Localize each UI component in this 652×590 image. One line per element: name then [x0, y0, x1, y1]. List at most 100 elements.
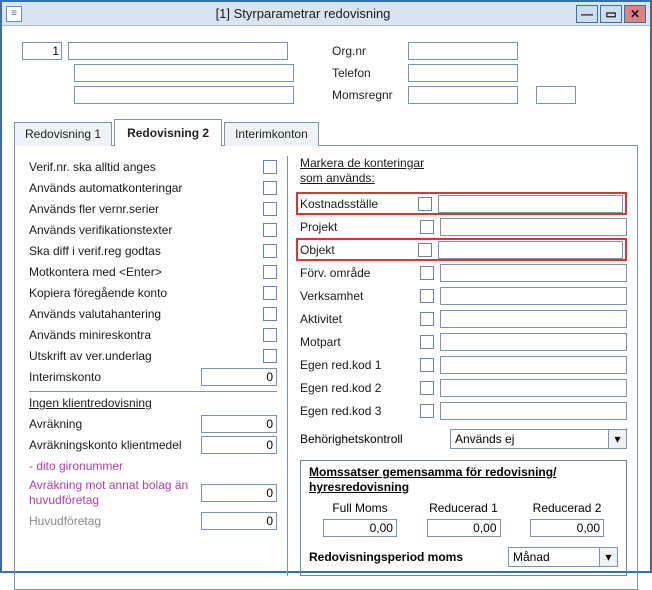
maximize-button[interactable]: ▭	[600, 5, 622, 23]
kostnadsstalle-checkbox[interactable]	[418, 197, 432, 211]
opt-flerserier-checkbox[interactable]	[263, 202, 277, 216]
momssatser-title: Momssatser gemensamma för redovisning/hy…	[309, 465, 618, 495]
konteringar-heading: Markera de konteringarsom används:	[300, 156, 627, 186]
telefon-input[interactable]	[408, 64, 518, 82]
opt-motkontera-label: Motkontera med <Enter>	[29, 265, 263, 279]
forvomrade-label: Förv. område	[300, 266, 420, 280]
opt-flerserier-label: Används fler vernr.serier	[29, 202, 263, 216]
opt-verifnr-label: Verif.nr. ska alltid anges	[29, 160, 263, 174]
momssatser-group: Momssatser gemensamma för redovisning/hy…	[300, 460, 627, 576]
egenkod1-input[interactable]	[440, 356, 627, 374]
momsreg-label: Momsregnr	[332, 88, 402, 102]
kostnadsstalle-label: Kostnadsställe	[300, 197, 418, 211]
tab-redovisning-2[interactable]: Redovisning 2	[114, 119, 222, 146]
reducerad1-input[interactable]	[427, 519, 501, 537]
company-line3-input[interactable]	[74, 86, 294, 104]
avrakning-annat-bolag-input[interactable]	[201, 484, 277, 502]
opt-valuta-label: Används valutahantering	[29, 307, 263, 321]
momsreg-input[interactable]	[408, 86, 518, 104]
opt-utskrift-checkbox[interactable]	[263, 349, 277, 363]
verksamhet-checkbox[interactable]	[420, 289, 434, 303]
avrakning-label: Avräkning	[29, 417, 201, 431]
momsreg-input-2[interactable]	[536, 86, 576, 104]
egenkod1-label: Egen red.kod 1	[300, 358, 420, 372]
redovisningsperiod-combo-button[interactable]: ▾	[600, 547, 618, 567]
close-button[interactable]: ✕	[624, 5, 646, 23]
opt-utskrift-label: Utskrift av ver.underlag	[29, 349, 263, 363]
opt-motkontera-checkbox[interactable]	[263, 265, 277, 279]
aktivitet-label: Aktivitet	[300, 312, 420, 326]
objekt-checkbox[interactable]	[418, 243, 432, 257]
egenkod3-label: Egen red.kod 3	[300, 404, 420, 418]
opt-automat-label: Används automatkonteringar	[29, 181, 263, 195]
kostnadsstalle-input[interactable]	[438, 195, 623, 213]
opt-veriftext-label: Används verifikationstexter	[29, 223, 263, 237]
opt-diff-label: Ska diff i verif.reg godtas	[29, 244, 263, 258]
dito-gironummer-label: - dito gironummer	[29, 459, 277, 473]
interimskonto-label: Interimskonto	[29, 370, 201, 384]
opt-verifnr-checkbox[interactable]	[263, 160, 277, 174]
opt-kopiera-checkbox[interactable]	[263, 286, 277, 300]
redovisningsperiod-combo[interactable]: Månad	[508, 547, 600, 567]
company-name-input[interactable]	[68, 42, 288, 60]
huvudforetag-input[interactable]	[201, 512, 277, 530]
opt-valuta-checkbox[interactable]	[263, 307, 277, 321]
app-window: ≡ [1] Styrparametrar redovisning — ▭ ✕ O…	[0, 0, 652, 573]
opt-diff-checkbox[interactable]	[263, 244, 277, 258]
klientredovisning-section-label: Ingen klientredovisning	[29, 393, 277, 413]
verksamhet-input[interactable]	[440, 287, 627, 305]
behorighetskontroll-combo-button[interactable]: ▾	[609, 429, 627, 449]
telefon-label: Telefon	[332, 66, 402, 80]
tab-strip: Redovisning 1 Redovisning 2 Interimkonto…	[14, 120, 638, 146]
interimskonto-input[interactable]	[201, 368, 277, 386]
avrakning-annat-bolag-label: Avräkning mot annat bolag än huvudföreta…	[29, 478, 201, 508]
reducerad2-label: Reducerad 2	[533, 501, 602, 519]
title-bar: ≡ [1] Styrparametrar redovisning — ▭ ✕	[2, 2, 650, 26]
huvudforetag-label: Huvudföretag	[29, 514, 201, 528]
tab-redovisning-1[interactable]: Redovisning 1	[14, 122, 112, 146]
window-title: [1] Styrparametrar redovisning	[30, 6, 576, 21]
tab-interimkonton[interactable]: Interimkonton	[224, 122, 319, 146]
motpart-label: Motpart	[300, 335, 420, 349]
full-moms-input[interactable]	[323, 519, 397, 537]
egenkod2-input[interactable]	[440, 379, 627, 397]
objekt-input[interactable]	[438, 241, 623, 259]
projekt-input[interactable]	[440, 218, 627, 236]
egenkod2-checkbox[interactable]	[420, 381, 434, 395]
orgnr-label: Org.nr	[332, 44, 402, 58]
reducerad2-input[interactable]	[530, 519, 604, 537]
minimize-button[interactable]: —	[576, 5, 598, 23]
egenkod2-label: Egen red.kod 2	[300, 381, 420, 395]
full-moms-label: Full Moms	[332, 501, 387, 519]
projekt-checkbox[interactable]	[420, 220, 434, 234]
motpart-checkbox[interactable]	[420, 335, 434, 349]
chevron-down-icon: ▾	[614, 432, 620, 446]
reducerad1-label: Reducerad 1	[429, 501, 498, 519]
opt-minires-label: Används minireskontra	[29, 328, 263, 342]
forvomrade-checkbox[interactable]	[420, 266, 434, 280]
app-menu-icon[interactable]: ≡	[6, 6, 22, 22]
orgnr-input[interactable]	[408, 42, 518, 60]
opt-kopiera-label: Kopiera föregående konto	[29, 286, 263, 300]
chevron-down-icon: ▾	[605, 550, 611, 564]
redovisningsperiod-label: Redovisningsperiod moms	[309, 550, 508, 564]
verksamhet-label: Verksamhet	[300, 289, 420, 303]
opt-veriftext-checkbox[interactable]	[263, 223, 277, 237]
opt-minires-checkbox[interactable]	[263, 328, 277, 342]
behorighetskontroll-label: Behörighetskontroll	[300, 432, 450, 446]
egenkod3-input[interactable]	[440, 402, 627, 420]
avrakningskonto-input[interactable]	[201, 436, 277, 454]
aktivitet-input[interactable]	[440, 310, 627, 328]
row-kostnadsstalle: Kostnadsställe	[296, 192, 627, 215]
company-line2-input[interactable]	[74, 64, 294, 82]
motpart-input[interactable]	[440, 333, 627, 351]
opt-automat-checkbox[interactable]	[263, 181, 277, 195]
forvomrade-input[interactable]	[440, 264, 627, 282]
behorighetskontroll-combo[interactable]: Används ej	[450, 429, 609, 449]
avrakning-input[interactable]	[201, 415, 277, 433]
egenkod1-checkbox[interactable]	[420, 358, 434, 372]
aktivitet-checkbox[interactable]	[420, 312, 434, 326]
egenkod3-checkbox[interactable]	[420, 404, 434, 418]
avrakningskonto-label: Avräkningskonto klientmedel	[29, 438, 201, 452]
company-no-input[interactable]	[22, 42, 62, 60]
